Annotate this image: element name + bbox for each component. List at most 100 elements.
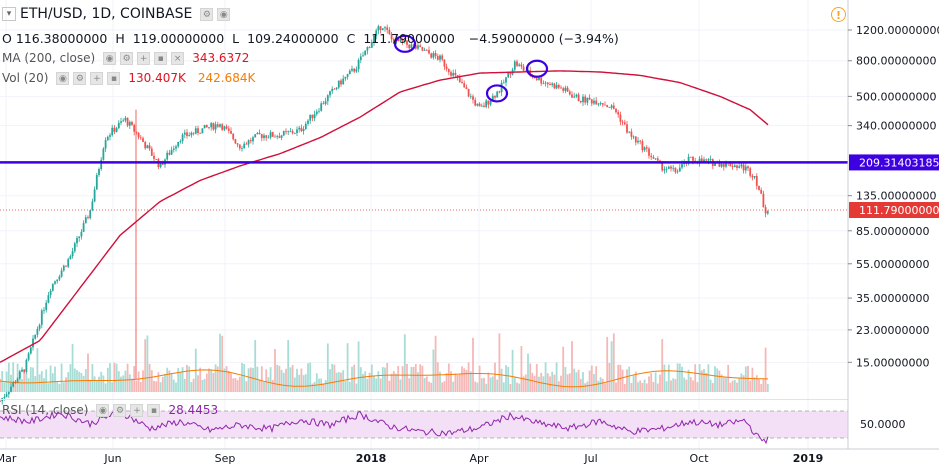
volume-bar: [375, 378, 378, 392]
candle-body: [256, 132, 259, 135]
more-icon[interactable]: ▪: [154, 51, 168, 65]
volume-bar: [663, 364, 666, 392]
price-axis[interactable]: 1200.00000000 800.00000000 500.00000000 340…: [848, 24, 939, 431]
volume-bar: [542, 376, 545, 392]
candle-body: [403, 40, 406, 42]
volume-bar: [729, 382, 732, 392]
candle-body: [126, 117, 129, 126]
ma-label[interactable]: MA (200, close): [2, 51, 96, 65]
candle-body: [192, 132, 195, 134]
candle-body: [245, 143, 248, 145]
settings-icon[interactable]: ⚙: [200, 7, 214, 21]
volume-bar: [271, 380, 274, 392]
volume-bar: [32, 367, 34, 392]
eye-icon[interactable]: ◉: [96, 403, 110, 417]
volume-bar: [577, 369, 580, 392]
settings-icon[interactable]: ⚙: [120, 51, 134, 65]
candle-body: [703, 159, 705, 162]
volume-bar: [18, 370, 21, 392]
candle-body: [302, 128, 305, 131]
more-icon[interactable]: ▪: [107, 71, 121, 85]
eye-icon[interactable]: ◉: [217, 7, 231, 21]
y-tick-label: 23.00000000: [856, 324, 929, 337]
candle-body: [47, 295, 50, 303]
add-icon[interactable]: +: [137, 51, 151, 65]
eye-icon[interactable]: ◉: [56, 71, 70, 85]
volume-bar: [124, 370, 127, 392]
volume-bar: [522, 376, 525, 392]
candle-body: [76, 238, 78, 244]
volume-bar: [45, 369, 48, 392]
candle-body: [652, 157, 655, 159]
rsi-pane-separator[interactable]: [0, 399, 848, 400]
volume-bar: [117, 371, 120, 392]
volume-bar: [212, 372, 215, 392]
candle-body: [656, 158, 659, 161]
candle-body: [122, 120, 125, 122]
candle-body: [421, 46, 424, 51]
candle-body: [238, 144, 241, 149]
settings-icon[interactable]: ⚙: [73, 71, 87, 85]
volume-bar: [531, 372, 534, 392]
volume-bar: [155, 381, 158, 392]
ma-legend: MA (200, close) ◉ ⚙ + ▪ × 343.6372: [2, 51, 253, 65]
candle-body: [18, 371, 21, 379]
candle-body: [201, 128, 204, 134]
volume-bar: [421, 365, 424, 392]
volume-bar: [265, 369, 268, 392]
volume-bar: [670, 380, 672, 392]
volume-bar: [258, 379, 261, 392]
volume-label[interactable]: Vol (20): [2, 71, 49, 85]
symbol-title[interactable]: ETH/USD, 1D, COINBASE: [20, 6, 193, 22]
volume-bar: [362, 373, 364, 392]
volume-bar: [612, 333, 615, 392]
volume-bar: [153, 380, 155, 392]
volume-bar: [326, 343, 329, 392]
candle-body: [43, 309, 45, 311]
annotation-circles[interactable]: [393, 34, 549, 103]
volume-bar: [450, 371, 452, 392]
volume-bar: [546, 373, 549, 392]
volume-actions: ◉ ⚙ + ▪: [56, 71, 124, 85]
volume-bar: [698, 364, 701, 392]
settings-icon[interactable]: ⚙: [113, 403, 127, 417]
time-axis[interactable]: Mar Jun Sep 2018 Apr Jul Oct 2019: [0, 452, 823, 465]
more-icon[interactable]: ▪: [147, 403, 161, 417]
volume-bar: [128, 374, 131, 392]
y-tick-label: 15.00000000: [856, 356, 929, 369]
candle-body: [153, 155, 155, 159]
horizontal-level-line[interactable]: 209.31403185: [0, 154, 939, 171]
volume-bar: [27, 378, 30, 392]
volume-bar: [511, 349, 514, 392]
candle-body: [254, 134, 257, 138]
close-icon[interactable]: ×: [171, 51, 185, 65]
volume-bar: [368, 372, 371, 392]
volume-bar: [232, 378, 235, 392]
volume-bar: [36, 348, 39, 392]
volume-bar: [254, 339, 257, 392]
volume-bar: [315, 373, 318, 392]
volume-bar: [632, 375, 635, 392]
volume-bar: [639, 380, 642, 392]
rsi-label[interactable]: RSI (14, close): [2, 403, 89, 417]
candle-body: [412, 44, 415, 46]
candle-body: [513, 61, 516, 70]
eye-icon[interactable]: ◉: [103, 51, 117, 65]
add-icon[interactable]: +: [130, 403, 144, 417]
volume-bar: [309, 362, 312, 392]
volume-bar: [643, 379, 646, 392]
collapse-chevron-icon[interactable]: ▾: [2, 7, 16, 21]
candle-body: [529, 70, 532, 76]
volume-bar: [300, 368, 303, 392]
add-icon[interactable]: +: [90, 71, 104, 85]
volume-bar: [584, 383, 587, 392]
volume-bar: [223, 368, 226, 392]
volume-bar: [177, 368, 180, 392]
candle-body: [353, 68, 356, 72]
volume-bar: [183, 378, 186, 392]
candle-body: [674, 167, 677, 173]
warning-icon[interactable]: !: [831, 7, 846, 22]
volume-bar: [529, 363, 532, 392]
volume-bar: [557, 381, 560, 392]
